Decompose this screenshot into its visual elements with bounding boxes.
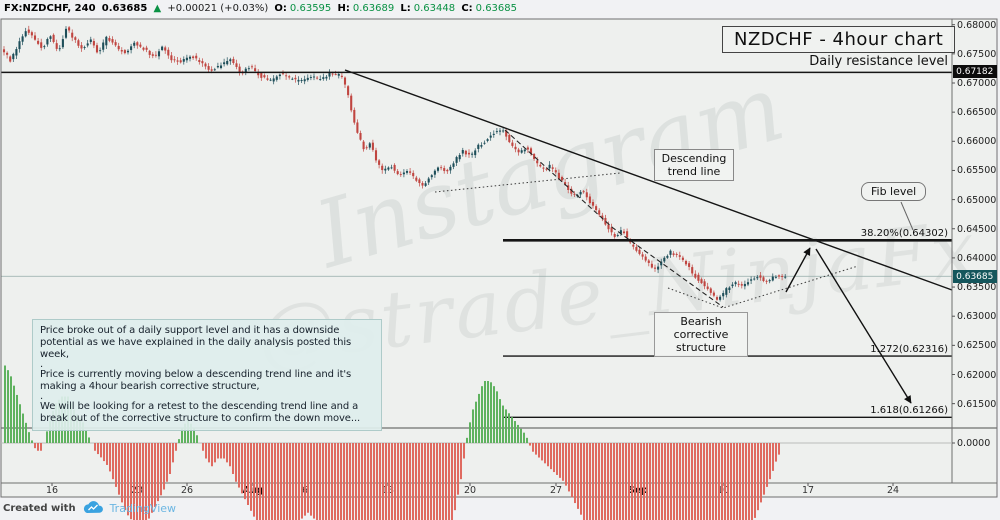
descending-trendline-label: Descending trend line [654, 149, 734, 181]
tradingview-link[interactable]: TradingView [109, 501, 177, 515]
descending-trendline-label-line2: trend line [667, 165, 721, 178]
footer: Created with TradingView [3, 501, 176, 515]
indicator-tick-label: 0.0000 [957, 438, 991, 449]
time-tick-label: 27 [549, 485, 563, 496]
open-label: O: [274, 3, 287, 14]
price-tick-label: 0.62000 [957, 369, 997, 381]
price-tick-label: 0.62500 [957, 340, 997, 352]
price-tick-label: 0.61500 [957, 398, 997, 410]
time-tick-label: 26 [180, 485, 194, 496]
fib-level-callout: Fib level [861, 182, 927, 201]
tradingview-logo-icon [83, 501, 103, 513]
time-tick-label: 16 [45, 485, 59, 496]
daily-resistance-label: Daily resistance level [809, 54, 948, 69]
candlestick-series [2, 25, 787, 302]
descending-trendline-label-line1: Descending [661, 152, 727, 165]
up-arrow-icon: ▲ [153, 3, 162, 14]
close-value: 0.63685 [475, 3, 518, 14]
resistance-price-badge: 0.67182 [952, 65, 997, 78]
analysis-paragraph-3: We will be looking for a retest to the d… [40, 401, 361, 424]
chart-title: NZDCHF - 4hour chart [722, 26, 956, 53]
under-lines-layer [1, 172, 952, 277]
fib-callout-tail [900, 201, 914, 231]
low-value: 0.63448 [413, 3, 456, 14]
time-tick-label: 17 [801, 485, 815, 496]
last-price: 0.63685 [101, 3, 148, 14]
price-tick-label: 0.64500 [957, 223, 997, 235]
downmove-arrow [815, 248, 912, 404]
descending-trendline [344, 69, 953, 291]
created-with-label: Created with [3, 502, 76, 514]
dotted-corrective-line [667, 265, 859, 309]
price-tick-label: 0.63000 [957, 311, 997, 323]
high-value: 0.63689 [352, 3, 395, 14]
histogram-indicator [1, 365, 952, 520]
fib-1618-label: 1.618(0.61266) [870, 405, 948, 416]
fib-1272-label: 1.272(0.62316) [870, 344, 948, 355]
time-tick-label: 24 [886, 485, 900, 496]
bearish-structure-label-line1: Bearish corrective [673, 315, 729, 341]
price-tick-label: 0.68000 [957, 19, 997, 31]
drawings-layer [1, 69, 953, 418]
dashed-impulse-line [504, 129, 724, 308]
open-value: 0.63595 [289, 3, 332, 14]
bearish-structure-label-line2: structure [676, 341, 726, 354]
price-tick-label: 0.66000 [957, 136, 997, 148]
retest-arrow [785, 247, 811, 293]
time-tick-label: 20 [463, 485, 477, 496]
price-tick-label: 0.67500 [957, 48, 997, 60]
price-tick-label: 0.65000 [957, 194, 997, 206]
analysis-paragraph-1: Price broke out of a daily support level… [40, 325, 352, 360]
chart-outer-border [0, 18, 998, 498]
high-label: H: [337, 3, 350, 14]
paragraph-separator: . [40, 359, 44, 370]
price-tick-label: 0.63500 [957, 282, 997, 294]
price-tick-label: 0.64000 [957, 252, 997, 264]
dotted-structure-line [434, 172, 621, 193]
price-change: +0.00021 (+0.03%) [167, 3, 269, 14]
analysis-paragraph-2: Price is currently moving below a descen… [40, 369, 352, 392]
price-tick-label: 0.67000 [957, 78, 997, 89]
analysis-note: Price broke out of a daily support level… [32, 319, 382, 431]
fib-382-label: 38.20%(0.64302) [860, 228, 948, 239]
last-price-badge: 0.63685 [952, 270, 997, 283]
bearish-structure-label: Bearish corrective structure [654, 312, 748, 357]
low-label: L: [400, 3, 411, 14]
paragraph-separator: . [40, 391, 44, 402]
price-tick-label: 0.65500 [957, 165, 997, 177]
ticker-bar: FX:NZDCHF, 240 0.63685 ▲ +0.00021 (+0.03… [4, 3, 520, 14]
symbol-label: FX:NZDCHF, 240 [4, 3, 96, 14]
close-label: C: [461, 3, 473, 14]
price-tick-label: 0.66500 [957, 107, 997, 119]
